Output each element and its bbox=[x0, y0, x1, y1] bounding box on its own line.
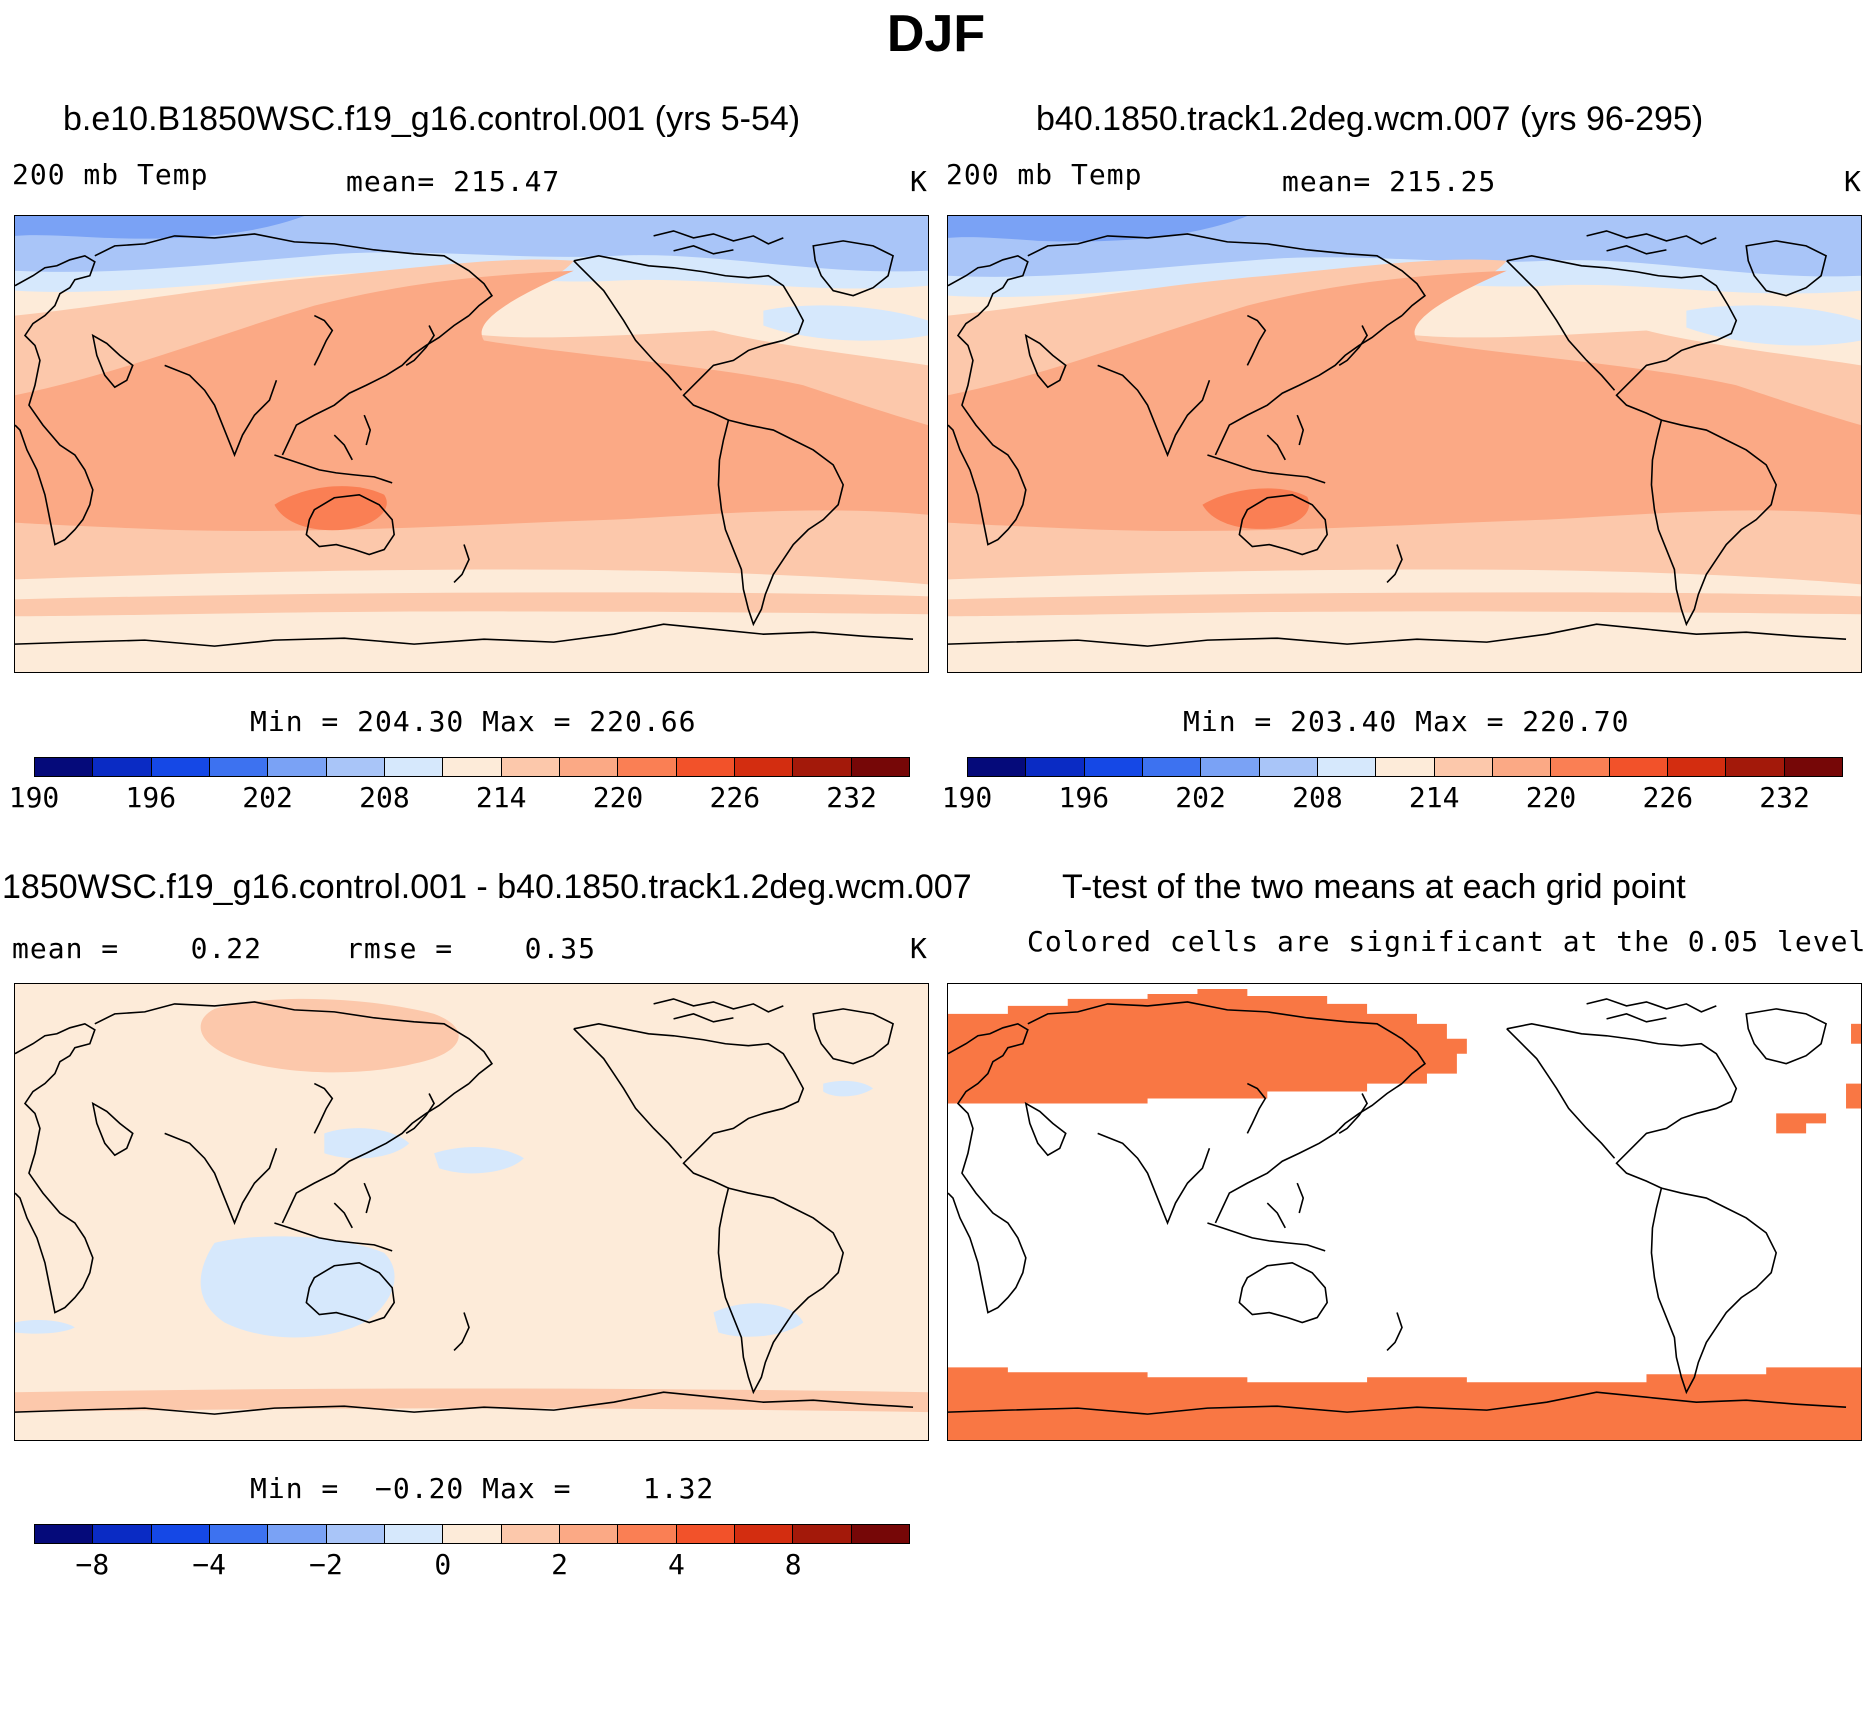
colorbar-tick-label: 8 bbox=[784, 1548, 802, 1581]
colorbar-swatch bbox=[209, 758, 269, 776]
colorbar-swatch bbox=[1084, 758, 1143, 776]
colorbar-swatch bbox=[1317, 758, 1377, 776]
colorbar-swatch bbox=[676, 1525, 735, 1543]
colorbar-tick-label: 196 bbox=[125, 781, 177, 814]
colorbar-swatch bbox=[1026, 758, 1085, 776]
colorbar-swatch bbox=[793, 1525, 852, 1543]
panel-1-title: b.e10.B1850WSC.f19_g16.control.001 (yrs … bbox=[63, 100, 801, 138]
colorbar-swatch bbox=[35, 1525, 94, 1543]
colorbar-tick-label: −2 bbox=[309, 1548, 343, 1581]
colorbar-tick-label: 208 bbox=[1292, 781, 1343, 814]
panel-1-colorbar bbox=[34, 757, 910, 777]
colorbar-tick-label: 232 bbox=[1759, 781, 1810, 814]
colorbar-tick-label: 202 bbox=[242, 781, 293, 814]
panel-3-mean: mean = 0.22 bbox=[12, 932, 263, 965]
colorbar-swatch bbox=[151, 758, 210, 776]
significance-region-north bbox=[948, 988, 1467, 1104]
panel-1-map bbox=[14, 215, 929, 673]
colorbar-swatch bbox=[268, 758, 327, 776]
colorbar-swatch bbox=[1726, 758, 1785, 776]
colorbar-swatch bbox=[35, 758, 94, 776]
colorbar-swatch bbox=[618, 1525, 677, 1543]
colorbar-tick-label: 0 bbox=[434, 1548, 452, 1581]
panel-3-rmse: rmse = 0.35 bbox=[346, 932, 597, 965]
colorbar-swatch bbox=[1201, 758, 1260, 776]
colorbar-swatch bbox=[501, 1525, 560, 1543]
colorbar-tick-label: 2 bbox=[551, 1548, 569, 1581]
panel-2-colorbar bbox=[967, 757, 1843, 777]
colorbar-swatch bbox=[1784, 758, 1842, 776]
colorbar-tick-label: 196 bbox=[1058, 781, 1110, 814]
colorbar-swatch bbox=[1609, 758, 1668, 776]
colorbar-swatch bbox=[618, 758, 677, 776]
colorbar-swatch bbox=[676, 758, 735, 776]
colorbar-swatch bbox=[559, 1525, 619, 1543]
colorbar-swatch bbox=[1492, 758, 1552, 776]
colorbar-swatch bbox=[1551, 758, 1610, 776]
colorbar-swatch bbox=[384, 758, 444, 776]
colorbar-tick-label: 214 bbox=[1408, 781, 1460, 814]
panel-2-units: K bbox=[1844, 165, 1862, 198]
colorbar-tick-label: 232 bbox=[826, 781, 877, 814]
colorbar-tick-label: 202 bbox=[1175, 781, 1226, 814]
colorbar-swatch bbox=[734, 758, 794, 776]
colorbar-tick-label: −4 bbox=[192, 1548, 227, 1581]
panel-2-variable: 200 mb Temp bbox=[946, 158, 1143, 191]
panel-2-title: b40.1850.track1.2deg.wcm.007 (yrs 96-295… bbox=[1036, 100, 1704, 138]
colorbar-swatch bbox=[968, 758, 1027, 776]
colorbar-swatch bbox=[1259, 758, 1318, 776]
panel-1-variable: 200 mb Temp bbox=[12, 158, 209, 191]
significance-region-south bbox=[948, 1367, 1861, 1440]
panel-4-title: T-test of the two means at each grid poi… bbox=[1062, 868, 1686, 906]
colorbar-swatch bbox=[209, 1525, 269, 1543]
colorbar-tick-label: 226 bbox=[1642, 781, 1694, 814]
colorbar-swatch bbox=[93, 758, 152, 776]
colorbar-tick-label: 220 bbox=[1525, 781, 1577, 814]
colorbar-swatch bbox=[268, 1525, 327, 1543]
colorbar-swatch bbox=[851, 758, 909, 776]
colorbar-tick-label: 208 bbox=[359, 781, 410, 814]
panel-3-colorbar bbox=[34, 1524, 910, 1544]
panel-1-minmax: Min = 204.30 Max = 220.66 bbox=[250, 705, 697, 738]
colorbar-tick-label: −8 bbox=[75, 1548, 110, 1581]
colorbar-swatch bbox=[1667, 758, 1727, 776]
panel-1-units: K bbox=[910, 165, 928, 198]
colorbar-tick-label: 220 bbox=[592, 781, 644, 814]
panel-4-map bbox=[947, 983, 1862, 1441]
colorbar-swatch bbox=[851, 1525, 909, 1543]
colorbar-tick-label: 214 bbox=[475, 781, 527, 814]
panel-3-map bbox=[14, 983, 929, 1441]
panel-1-mean: mean= 215.47 bbox=[346, 165, 561, 198]
figure-title: DJF bbox=[886, 5, 986, 63]
colorbar-swatch bbox=[443, 1525, 502, 1543]
colorbar-swatch bbox=[151, 1525, 210, 1543]
colorbar-swatch bbox=[1142, 758, 1202, 776]
panel-2-map bbox=[947, 215, 1862, 673]
panel-3-title: 1850WSC.f19_g16.control.001 - b40.1850.t… bbox=[2, 868, 972, 906]
panel-2-mean: mean= 215.25 bbox=[1282, 165, 1497, 198]
colorbar-swatch bbox=[1376, 758, 1435, 776]
colorbar-swatch bbox=[734, 1525, 794, 1543]
colorbar-swatch bbox=[559, 758, 619, 776]
colorbar-tick-label: 4 bbox=[667, 1548, 685, 1581]
colorbar-swatch bbox=[326, 758, 385, 776]
colorbar-tick-label: 190 bbox=[941, 781, 993, 814]
colorbar-swatch bbox=[384, 1525, 444, 1543]
panel-3-minmax: Min = −0.20 Max = 1.32 bbox=[250, 1472, 715, 1505]
colorbar-swatch bbox=[93, 1525, 152, 1543]
panel-4-subtitle: Colored cells are significant at the 0.0… bbox=[1027, 925, 1867, 958]
colorbar-swatch bbox=[501, 758, 560, 776]
colorbar-tick-label: 190 bbox=[8, 781, 60, 814]
panel-2-minmax: Min = 203.40 Max = 220.70 bbox=[1183, 705, 1630, 738]
colorbar-swatch bbox=[793, 758, 852, 776]
colorbar-swatch bbox=[443, 758, 502, 776]
colorbar-swatch bbox=[1434, 758, 1493, 776]
colorbar-swatch bbox=[326, 1525, 385, 1543]
colorbar-tick-label: 226 bbox=[709, 781, 761, 814]
panel-3-units: K bbox=[910, 932, 928, 965]
